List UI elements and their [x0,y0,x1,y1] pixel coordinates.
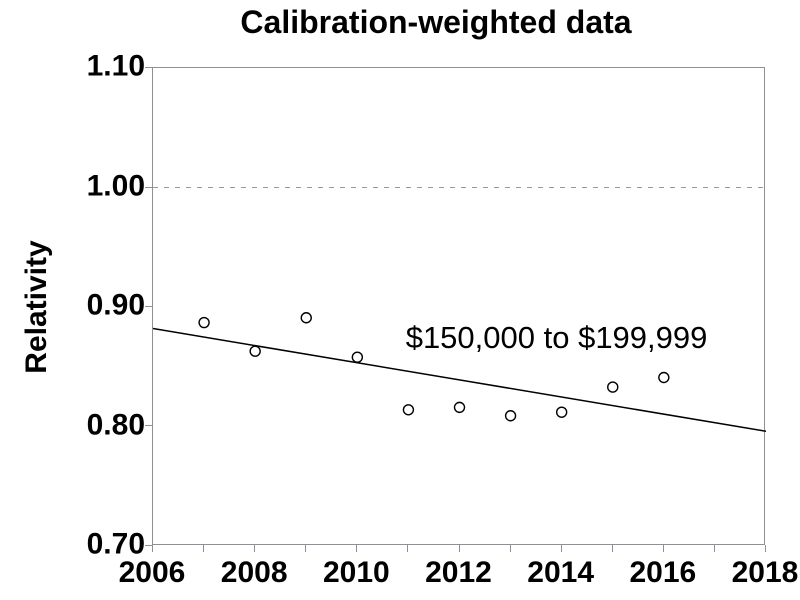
x-tick-mark [510,545,511,552]
y-axis-title: Relativity [20,240,53,374]
x-tick-mark [356,545,357,552]
y-tick-mark [145,306,152,307]
data-point-2009 [300,312,312,324]
x-tick-label: 2010 [322,556,390,589]
x-tick-label: 2012 [425,556,492,589]
plot-canvas [153,187,766,433]
y-tick-label: 1.00 [86,168,145,202]
x-tick-mark [152,545,153,552]
y-tick-label: 0.90 [86,288,145,322]
data-point-2013 [504,410,517,422]
y-tick-mark [145,425,152,426]
trend-line [153,327,766,433]
data-point-2007 [198,316,210,329]
y-tick-mark [145,67,152,68]
x-tick-mark [305,545,306,552]
x-tick-mark [459,545,460,552]
x-tick-mark [612,545,613,552]
x-tick-mark [203,545,204,552]
x-tick-mark [254,545,255,552]
x-tick-label: 2014 [527,556,595,589]
data-point-2016 [658,371,670,384]
x-tick-mark [663,545,664,552]
y-tick-label: 0.70 [86,527,145,561]
data-point-2014 [555,406,568,418]
x-tick-mark [765,545,766,552]
x-tick-mark [714,545,715,552]
y-tick-mark [145,545,152,546]
x-tick-label: 2006 [118,556,186,589]
plot-area: $150,000 to $199,999 [152,67,766,545]
x-tick-mark [407,545,408,552]
x-tick-mark [561,545,562,552]
y-tick-label: 0.80 [86,407,145,441]
x-tick-label: 2016 [629,556,697,589]
x-tick-label: 2018 [731,556,799,589]
x-tick-label: 2008 [220,556,288,589]
y-tick-mark [145,187,152,188]
data-point-2011 [402,404,415,416]
data-point-2008 [249,345,261,357]
data-point-2012 [453,401,466,414]
series-annotation-label: $150,000 to $199,999 [405,320,708,356]
data-point-2010 [351,351,364,363]
data-point-2015 [607,381,619,393]
chart-title: Calibration-weighted data [240,4,632,40]
y-tick-label: 1.10 [86,49,145,83]
